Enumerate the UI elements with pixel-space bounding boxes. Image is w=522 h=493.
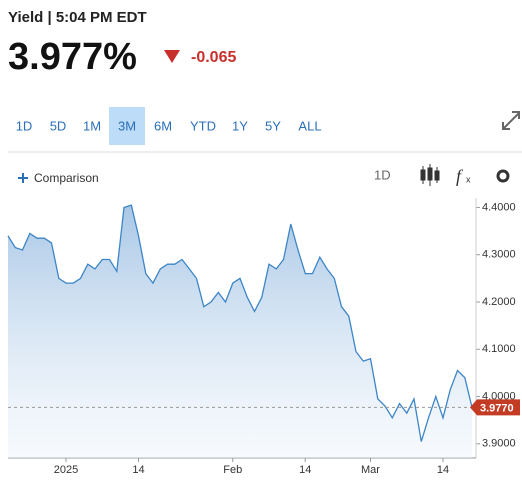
tabs: 1D 5D 1M 3M 6M YTD 1Y 5Y ALL	[16, 107, 322, 145]
tab[interactable]: ALL	[298, 118, 321, 133]
comparison-label: Comparison	[34, 171, 99, 185]
line	[7, 204, 473, 442]
tab[interactable]: 5Y	[265, 118, 281, 133]
function-icon-x: x	[466, 174, 471, 184]
expand-icon[interactable]	[502, 111, 520, 130]
chart: 3.90004.00004.10004.20004.30004.40002025…	[7, 198, 520, 476]
area	[8, 205, 472, 458]
x-tick-label: 14	[132, 464, 144, 476]
tab[interactable]: YTD	[190, 118, 216, 133]
y-tick-label: 4.1000	[482, 343, 516, 355]
price: 3.977%	[8, 36, 137, 78]
title: Yield | 5:04 PM EDT	[8, 9, 147, 26]
last-value-tag	[470, 399, 520, 416]
settings-icon[interactable]	[496, 169, 510, 183]
tab[interactable]: 1M	[83, 118, 101, 133]
tab[interactable]: 1Y	[232, 118, 248, 133]
x-tick-label: 14	[299, 464, 311, 476]
last-value-label: 3.9770	[480, 402, 514, 414]
y-tick-label: 4.4000	[482, 201, 516, 213]
down-arrow	[164, 50, 180, 63]
x-tick-label: Feb	[223, 464, 242, 476]
y-tick-label: 4.2000	[482, 296, 516, 308]
tab[interactable]: 5D	[50, 118, 67, 133]
tab[interactable]: 1D	[16, 118, 33, 133]
candle-icon[interactable]	[420, 164, 440, 186]
tab[interactable]: 6M	[154, 118, 172, 133]
change: -0.065	[191, 49, 236, 66]
x-tick-label: Mar	[361, 464, 380, 476]
tab[interactable]: 3M	[118, 118, 136, 133]
x-tick-label: 2025	[54, 464, 78, 476]
comparison-button[interactable]: Comparison	[18, 171, 99, 185]
tab-selected-bg	[109, 107, 145, 145]
y-tick-label: 3.9000	[482, 438, 516, 450]
x-tick-label: 14	[437, 464, 449, 476]
y-tick-label: 4.3000	[482, 249, 516, 261]
function-icon[interactable]: f	[456, 166, 464, 186]
interval[interactable]: 1D	[374, 167, 391, 182]
